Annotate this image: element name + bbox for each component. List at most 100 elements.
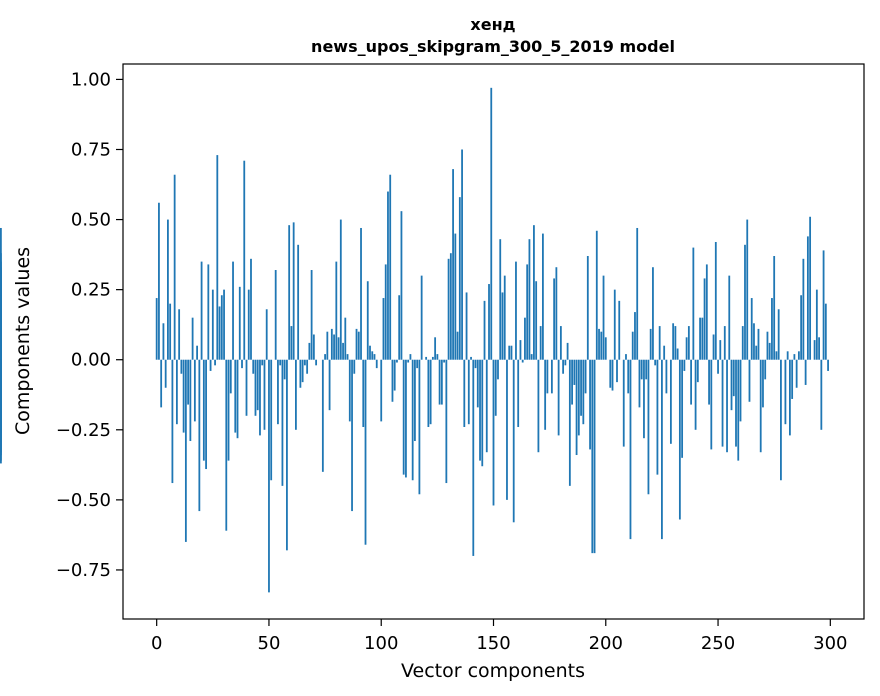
bar-223 bbox=[656, 359, 659, 475]
bar-3 bbox=[162, 323, 165, 360]
bar-115 bbox=[414, 359, 416, 442]
bar-168 bbox=[533, 225, 535, 360]
bar-224 bbox=[658, 326, 661, 360]
bar-246 bbox=[708, 359, 710, 405]
bar-180 bbox=[559, 326, 562, 360]
x-tick-label: 300 bbox=[813, 633, 847, 654]
bar-215 bbox=[638, 359, 641, 408]
bar-78 bbox=[330, 328, 333, 360]
bar-132 bbox=[452, 169, 454, 360]
bar-120 bbox=[425, 356, 428, 360]
bar-199 bbox=[602, 275, 605, 360]
bar-212 bbox=[631, 331, 634, 360]
bar-4 bbox=[164, 359, 167, 388]
bar-186 bbox=[573, 359, 576, 385]
bar-12 bbox=[182, 359, 185, 433]
bar-32 bbox=[227, 359, 230, 461]
bar-7 bbox=[171, 359, 174, 484]
bar-152 bbox=[497, 359, 499, 380]
bar-293 bbox=[813, 340, 816, 360]
bar-170 bbox=[537, 359, 540, 453]
bar-147 bbox=[485, 359, 488, 453]
bar-179 bbox=[557, 359, 560, 436]
bar-113 bbox=[409, 354, 412, 360]
bar-48 bbox=[263, 359, 266, 430]
bar-140 bbox=[470, 356, 472, 360]
bar-122 bbox=[429, 359, 432, 425]
bar-235 bbox=[683, 359, 686, 371]
bar-49 bbox=[265, 309, 268, 360]
bar-22 bbox=[205, 359, 207, 470]
bar-71 bbox=[315, 359, 318, 366]
bar-214 bbox=[636, 227, 639, 360]
bar-297 bbox=[822, 250, 825, 360]
bar-95 bbox=[369, 345, 371, 360]
bar-23 bbox=[207, 264, 210, 360]
bar-211 bbox=[629, 359, 632, 540]
bar-117 bbox=[418, 359, 421, 495]
bar-154 bbox=[501, 292, 504, 360]
chart-title: хенд bbox=[470, 15, 515, 34]
bar-47 bbox=[261, 359, 264, 366]
bar-2 bbox=[160, 359, 163, 408]
bar-221 bbox=[652, 267, 654, 360]
bar-70 bbox=[312, 334, 315, 360]
bar-0 bbox=[155, 298, 158, 360]
bar-282 bbox=[789, 359, 791, 436]
bar-261 bbox=[741, 326, 744, 360]
bar-18 bbox=[196, 345, 198, 360]
x-tick-label: 250 bbox=[701, 633, 735, 654]
bar-85 bbox=[346, 354, 349, 360]
bar-133 bbox=[454, 233, 457, 360]
bar-127 bbox=[440, 359, 443, 405]
x-axis-ticks: 0 50 100 150 200 250 300 bbox=[151, 619, 847, 654]
bar-109 bbox=[400, 211, 403, 360]
bar-107 bbox=[396, 359, 398, 363]
bar-277 bbox=[777, 309, 780, 360]
bar-65 bbox=[301, 359, 304, 383]
bar-26 bbox=[214, 359, 216, 366]
bar-undefined bbox=[0, 345, 2, 360]
bar-137 bbox=[463, 359, 466, 427]
bar-250 bbox=[717, 359, 719, 374]
bar-82 bbox=[339, 219, 342, 360]
bar-55 bbox=[279, 359, 282, 366]
bar-90 bbox=[357, 331, 360, 360]
bar-251 bbox=[719, 340, 722, 360]
bar-42 bbox=[250, 258, 252, 360]
bar-208 bbox=[622, 359, 625, 447]
bar-165 bbox=[526, 264, 529, 360]
bar-79 bbox=[333, 334, 335, 360]
bar-35 bbox=[234, 359, 237, 433]
bar-87 bbox=[351, 359, 353, 512]
bar-94 bbox=[366, 281, 369, 360]
bar-160 bbox=[515, 261, 517, 360]
bar-44 bbox=[254, 359, 257, 416]
bar-36 bbox=[236, 359, 239, 439]
bar-101 bbox=[382, 298, 385, 360]
bar-249 bbox=[714, 241, 717, 360]
bar-19 bbox=[198, 359, 201, 512]
bar-272 bbox=[766, 331, 769, 360]
bar-51 bbox=[270, 359, 273, 481]
bar-129 bbox=[445, 359, 448, 484]
bar-271 bbox=[764, 359, 767, 380]
bar-258 bbox=[735, 359, 737, 447]
bar-10 bbox=[178, 309, 181, 360]
bar-285 bbox=[795, 359, 798, 388]
bar-156 bbox=[506, 359, 508, 500]
bar-291 bbox=[809, 216, 812, 360]
bar-264 bbox=[748, 359, 751, 402]
bar-191 bbox=[584, 359, 587, 394]
bar-5 bbox=[167, 219, 169, 360]
bar-118 bbox=[420, 275, 423, 360]
y-tick-label: −0.25 bbox=[56, 420, 111, 441]
bar-125 bbox=[436, 354, 439, 360]
bar-11 bbox=[180, 359, 183, 374]
bar-98 bbox=[375, 359, 378, 369]
bar-159 bbox=[512, 359, 515, 523]
bar-242 bbox=[699, 317, 701, 360]
bar-268 bbox=[757, 328, 760, 360]
bar-263 bbox=[746, 219, 749, 360]
bar-247 bbox=[710, 359, 713, 450]
